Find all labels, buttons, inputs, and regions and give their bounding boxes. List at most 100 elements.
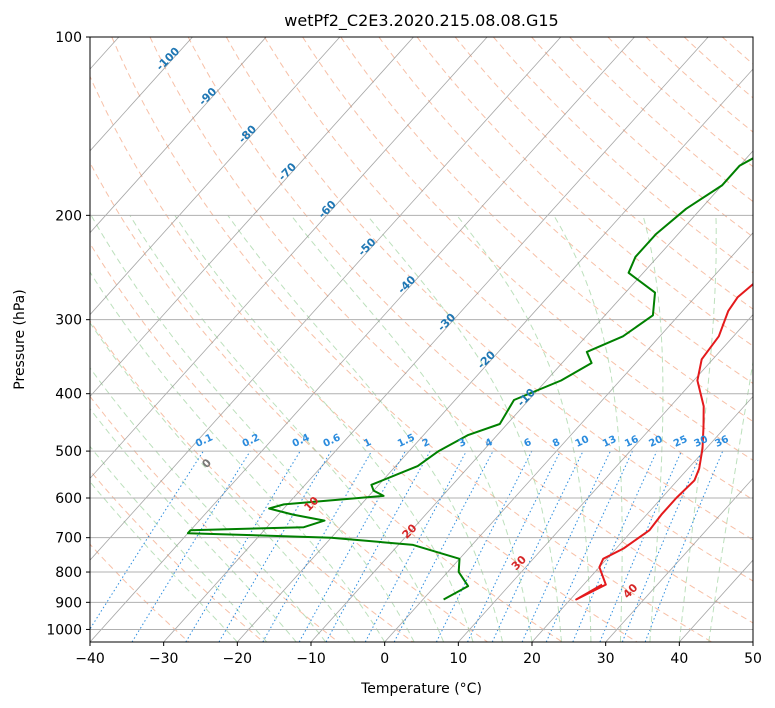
- moist-adiabat: [90, 407, 297, 642]
- dry-adiabat: [493, 37, 753, 274]
- y-axis-label: Pressure (hPa): [12, 289, 28, 389]
- isotherm-label: -90: [196, 85, 219, 108]
- mixing-ratio-label: 3: [457, 437, 468, 450]
- mixing-ratio-line: [467, 450, 561, 642]
- mixing-ratio-label: 20: [647, 434, 664, 450]
- mixing-ratio-label: 16: [623, 434, 640, 450]
- mixing-ratio-line: [644, 450, 724, 642]
- x-tick-label: 0: [380, 651, 389, 667]
- x-tick-label: 40: [670, 651, 688, 667]
- dry-adiabat: [111, 37, 712, 642]
- y-tick-label: 300: [55, 313, 82, 329]
- moist-adiabat: [553, 215, 623, 642]
- isotherm: [310, 150, 753, 642]
- dry-adiabat: [187, 37, 753, 582]
- isotherm: [679, 559, 753, 642]
- moist-adiabat: [90, 215, 415, 642]
- isotherm: [458, 313, 753, 642]
- isotherm: [90, 37, 488, 479]
- isotherm: [90, 37, 414, 398]
- mixing-ratio-label: 2: [421, 437, 432, 450]
- x-tick-label: 30: [597, 651, 615, 667]
- plot-frame: [89, 36, 754, 643]
- moist-adiabat: [90, 322, 356, 642]
- mixing-ratio-line: [325, 450, 431, 642]
- moist-adiabat: [90, 445, 268, 642]
- mixing-ratio-label: 0.2: [241, 432, 262, 449]
- isotherm-label: -60: [316, 198, 339, 221]
- isotherm-label: -40: [395, 273, 418, 296]
- isotherm: [90, 37, 193, 152]
- isotherm: [90, 37, 267, 234]
- profile-series: [186, 157, 753, 601]
- mixing-ratio-line: [435, 450, 533, 642]
- isotherm: [90, 37, 562, 561]
- mixing-ratio-label: 1: [362, 437, 373, 450]
- x-tick-label: −20: [223, 651, 253, 667]
- y-tick-label: 700: [55, 531, 82, 547]
- isotherm-label: -20: [475, 348, 498, 371]
- isotherm: [90, 37, 635, 642]
- pressure-gridlines: [90, 37, 753, 630]
- dry-adiabat: [607, 37, 753, 168]
- mixing-ratio-line: [572, 450, 658, 642]
- y-axis: 100 200 300 400 500 600 700 800 900 1000: [46, 30, 90, 638]
- moist-adiabat: [174, 215, 474, 642]
- x-tick-label: −30: [149, 651, 179, 667]
- isotherm: [237, 68, 753, 642]
- mixing-ratio-label: 36: [713, 434, 730, 450]
- moist-adiabat: [90, 271, 386, 642]
- dry-adiabat: [569, 37, 753, 203]
- dry-adiabat: [90, 543, 190, 642]
- temperature-profile-line: [575, 282, 753, 601]
- x-tick-label: 10: [449, 651, 467, 667]
- isotherm: [163, 37, 709, 642]
- moist-adiabat: [708, 359, 753, 642]
- dry-adiabat: [531, 37, 753, 238]
- x-axis-label: Temperature (°C): [360, 681, 482, 697]
- mixing-ratio-line: [491, 450, 584, 642]
- isotherm-label: -10: [515, 386, 538, 409]
- dry-adiabat: [90, 469, 264, 642]
- isotherm: [384, 232, 753, 642]
- mixing-ratio-label: 10: [574, 434, 591, 450]
- mixing-ratio-line: [545, 450, 633, 642]
- isotherm-label: -50: [355, 235, 378, 258]
- isotherm: [605, 477, 753, 642]
- x-tick-label: 50: [744, 651, 762, 667]
- x-axis: −40 −30 −20 −10 0 10 20 30 40 50: [75, 642, 762, 667]
- mixing-ratio-label: 0.1: [194, 432, 215, 449]
- y-tick-label: 900: [55, 595, 82, 611]
- y-tick-label: 1000: [46, 622, 82, 638]
- dry-adiabat: [416, 37, 753, 347]
- moist-adiabat: [642, 215, 664, 642]
- moist-adiabat: [227, 215, 503, 642]
- dry-adiabat-label: 0: [199, 456, 214, 471]
- dry-adiabat: [149, 37, 753, 624]
- dry-adiabat: [90, 242, 488, 642]
- mixing-ratio-label: 1.5: [396, 432, 417, 449]
- mixing-ratio-line: [364, 450, 467, 642]
- mixing-ratio-label: 30: [693, 434, 710, 450]
- dry-adiabat: [761, 37, 775, 642]
- y-tick-label: 600: [55, 491, 82, 507]
- dry-adiabat: [90, 320, 414, 642]
- dry-adiabat: [302, 37, 753, 461]
- isotherm: [752, 641, 753, 642]
- isotherm-label: -30: [435, 310, 458, 333]
- y-tick-label: 500: [55, 444, 82, 460]
- mixing-ratio-line: [131, 450, 251, 642]
- moist-adiabat: [290, 214, 533, 642]
- moist-adiabat: [129, 215, 445, 642]
- dry-adiabat: [645, 37, 753, 133]
- mixing-ratio-line: [621, 450, 703, 642]
- dry-adiabat: [90, 75, 638, 642]
- dry-adiabat: [264, 37, 753, 501]
- moist-adiabat: [366, 214, 562, 642]
- mixing-ratio-line: [185, 450, 301, 642]
- isotherm-label: -70: [276, 160, 299, 183]
- mixing-ratio-label: 6: [522, 437, 533, 450]
- mixing-ratio-label: 8: [551, 437, 562, 450]
- moist-adiabat: [678, 215, 717, 642]
